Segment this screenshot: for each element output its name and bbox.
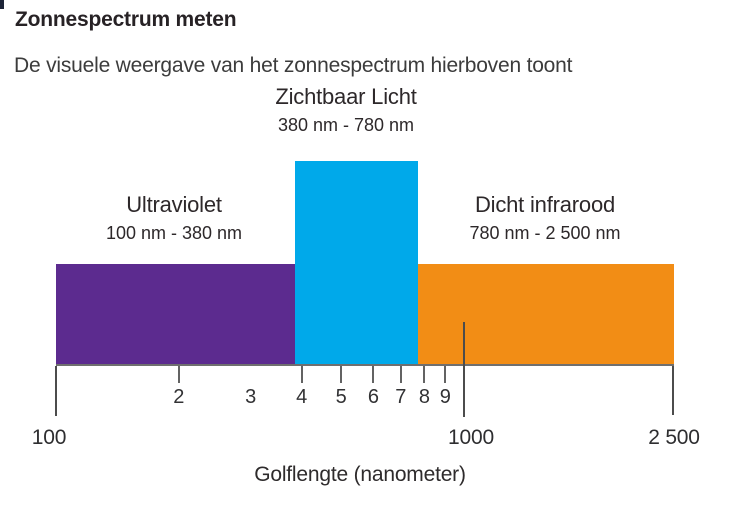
x-axis-minor-tick-9 — [444, 366, 447, 383]
infrared-label: Dicht infrarood 780 nm - 2 500 nm — [469, 192, 620, 244]
axis-mark-2500 — [672, 366, 674, 415]
x-axis-title: Golflengte (nanometer) — [254, 463, 466, 486]
bar-visible-light — [295, 161, 418, 365]
x-tick-label-100: 100 — [31, 426, 67, 449]
x-axis-minor-label-5: 5 — [335, 386, 347, 408]
x-axis-minor-label-7: 7 — [395, 386, 407, 408]
corner-mark — [0, 0, 4, 9]
x-axis-minor-tick-5 — [340, 366, 343, 383]
visible-light-label: Zichtbaar Licht 380 nm - 780 nm — [275, 84, 416, 136]
bar-infrared — [418, 264, 674, 365]
ultraviolet-name: Ultraviolet — [126, 192, 222, 217]
axis-mark-1000 — [463, 322, 465, 417]
x-axis-minor-label-8: 8 — [418, 386, 431, 408]
x-axis-minor-label-9: 9 — [439, 386, 451, 408]
x-axis-minor-tick-4 — [300, 366, 303, 383]
x-axis-minor-label-6: 6 — [367, 386, 380, 408]
x-axis-minor-tick-8 — [423, 366, 426, 383]
infrared-range: 780 nm - 2 500 nm — [469, 223, 621, 243]
x-axis-minor-label-4: 4 — [296, 386, 308, 408]
x-tick-label-1000: 1000 — [448, 426, 494, 449]
x-tick-label-2500: 2 500 — [648, 426, 700, 449]
x-axis-minor-tick-6 — [372, 366, 375, 383]
x-axis-line — [56, 364, 674, 366]
axis-mark-100 — [55, 366, 57, 416]
ultraviolet-label: Ultraviolet 100 nm - 380 nm — [106, 192, 242, 244]
x-axis-minor-tick-7 — [399, 366, 402, 383]
page-title: Zonnespectrum meten — [15, 8, 237, 31]
visible-light-range: 380 nm - 780 nm — [277, 115, 415, 135]
bar-ultraviolet — [56, 264, 295, 365]
x-axis-minor-tick-2 — [177, 366, 180, 383]
infrared-name: Dicht infrarood — [474, 192, 616, 217]
x-axis-minor-label-3: 3 — [245, 386, 257, 408]
x-axis-minor-label-2: 2 — [173, 386, 185, 408]
ultraviolet-range: 100 nm - 380 nm — [105, 223, 243, 243]
visible-light-name: Zichtbaar Licht — [275, 84, 417, 109]
intro-text: De visuele weergave van het zonnespectru… — [14, 54, 573, 77]
